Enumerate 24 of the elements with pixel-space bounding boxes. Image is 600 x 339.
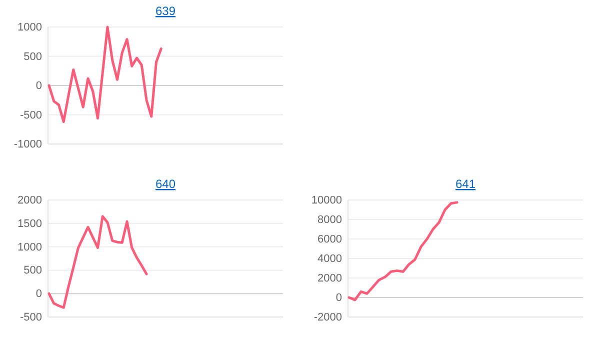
y-tick-label: -500: [20, 109, 42, 122]
line-series: [348, 201, 458, 302]
y-tick-label: 1000: [18, 22, 42, 34]
y-tick-label: 6000: [318, 234, 342, 246]
chart-title: 641: [455, 177, 476, 191]
y-tick-label: 1500: [18, 218, 42, 230]
y-tick-label: 1000: [18, 241, 42, 254]
y-tick-label: 8000: [318, 214, 342, 226]
y-tick-label: -500: [20, 312, 42, 324]
y-tick-label: 0: [336, 292, 342, 304]
y-tick-label: 2000: [318, 272, 342, 285]
line-series: [48, 215, 148, 309]
y-tick-label: 0: [36, 80, 42, 92]
y-tick-label: 10000: [311, 194, 342, 207]
line-series: [48, 26, 162, 124]
y-tick-label: -2000: [314, 312, 342, 324]
y-tick-label: 2000: [18, 194, 42, 207]
chart-title: 640: [155, 177, 176, 191]
y-tick-label: 500: [24, 264, 42, 277]
y-tick-label: 500: [24, 50, 42, 63]
y-tick-label: -1000: [14, 138, 42, 151]
chart-title: 639: [155, 4, 176, 18]
y-tick-label: 0: [36, 288, 42, 300]
y-tick-label: 4000: [318, 253, 342, 266]
